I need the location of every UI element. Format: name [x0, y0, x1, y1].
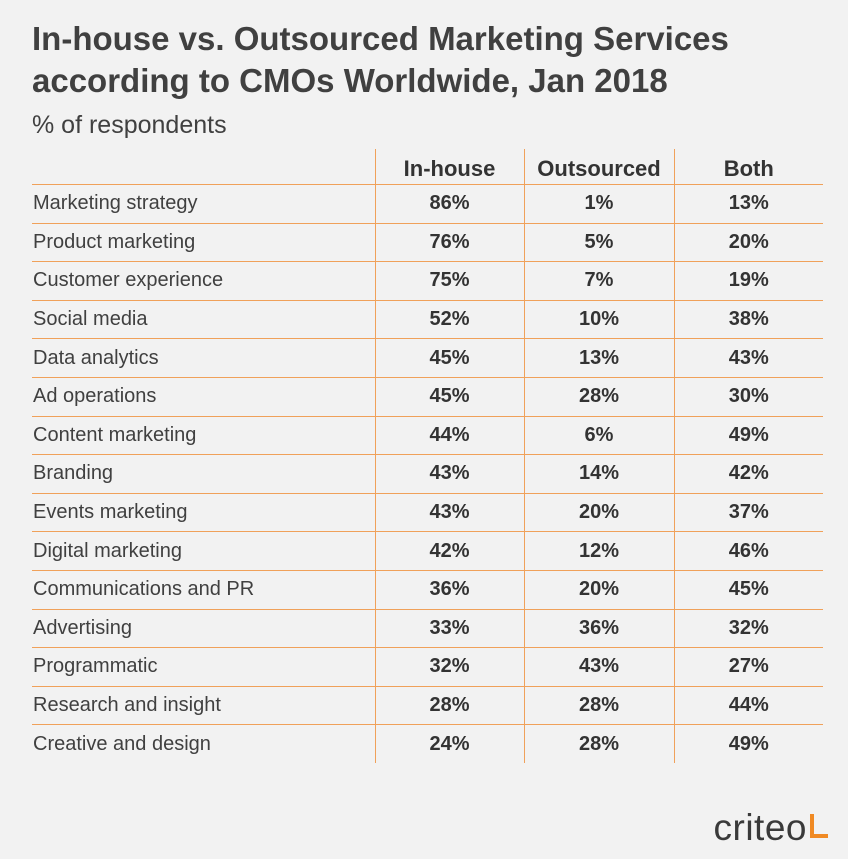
- value-cell: 86%: [374, 184, 524, 224]
- value-cell: 28%: [523, 686, 674, 726]
- value-cell: 52%: [374, 300, 524, 340]
- value-cell: 7%: [523, 261, 674, 301]
- value-cell: 45%: [374, 338, 524, 378]
- value-cell: 36%: [523, 609, 674, 649]
- value-cell: 42%: [673, 454, 823, 494]
- value-cell: 24%: [374, 724, 524, 763]
- value-cell: 76%: [374, 223, 524, 263]
- value-cell: 43%: [374, 493, 524, 533]
- table-row: Events marketing 43% 20% 37%: [32, 493, 823, 533]
- value-cell: 27%: [673, 647, 823, 687]
- value-cell: 20%: [523, 493, 674, 533]
- row-label: Research and insight: [32, 686, 375, 726]
- value-cell: 19%: [673, 261, 823, 301]
- value-cell: 12%: [523, 531, 674, 571]
- value-cell: 13%: [523, 338, 674, 378]
- row-label: Creative and design: [33, 732, 211, 755]
- value-cell: 30%: [673, 377, 823, 417]
- table-row: Advertising 33% 36% 32%: [32, 609, 823, 649]
- row-label: Communications and PR: [32, 570, 375, 610]
- table-row: Product marketing 76% 5% 20%: [32, 223, 823, 263]
- value-cell: 38%: [673, 300, 823, 340]
- value-cell: 49%: [673, 724, 823, 763]
- chart-title-line-2: according to CMOs Worldwide, Jan 2018: [32, 62, 668, 99]
- header-label-cell: [32, 149, 375, 185]
- value-cell: 43%: [673, 338, 823, 378]
- table-row: Digital marketing 42% 12% 46%: [32, 531, 823, 571]
- chart-subtitle: % of respondents: [32, 111, 227, 139]
- row-label: Digital marketing: [32, 531, 375, 571]
- row-label: Data analytics: [32, 338, 375, 378]
- logo-wordmark: criteo: [713, 807, 807, 848]
- value-cell: 5%: [523, 223, 674, 263]
- table-row: Ad operations 45% 28% 30%: [32, 377, 823, 417]
- table-row: Programmatic 32% 43% 27%: [32, 647, 823, 687]
- header-row: In-house Outsourced Both: [32, 149, 823, 185]
- value-cell: 6%: [523, 416, 674, 456]
- value-cell: 45%: [374, 377, 524, 417]
- table-row: Research and insight 28% 28% 44%: [32, 686, 823, 726]
- row-label: Programmatic: [32, 647, 375, 687]
- value-cell: 28%: [374, 686, 524, 726]
- data-table: In-house Outsourced Both Marketing strat…: [32, 149, 823, 763]
- value-cell: 45%: [673, 570, 823, 610]
- value-cell: 49%: [673, 416, 823, 456]
- row-label: Social media: [32, 300, 375, 340]
- table-row: Branding 43% 14% 42%: [32, 454, 823, 494]
- row-label: Marketing strategy: [32, 184, 375, 224]
- table-row: Customer experience 75% 7% 19%: [32, 261, 823, 301]
- column-header: Both: [673, 149, 823, 185]
- value-cell: 43%: [523, 647, 674, 687]
- table-row: Creative and design 24% 28% 49%: [32, 724, 823, 763]
- value-cell: 44%: [374, 416, 524, 456]
- table-row: Marketing strategy 86% 1% 13%: [32, 184, 823, 224]
- row-label: Events marketing: [32, 493, 375, 533]
- table-row: Social media 52% 10% 38%: [32, 300, 823, 340]
- table-body: Marketing strategy 86% 1% 13% Product market…: [32, 184, 823, 763]
- value-cell: 32%: [374, 647, 524, 687]
- value-cell: 28%: [523, 377, 674, 417]
- table-row: Data analytics 45% 13% 43%: [32, 338, 823, 378]
- logo-mark-icon: [810, 812, 828, 840]
- value-cell: 33%: [374, 609, 524, 649]
- value-cell: 44%: [673, 686, 823, 726]
- value-cell: 46%: [673, 531, 823, 571]
- chart-title-line-1: In-house vs. Outsourced Marketing Servic…: [32, 20, 729, 57]
- chart-title: In-house vs. Outsourced Marketing Servic…: [32, 18, 842, 102]
- value-cell: 42%: [374, 531, 524, 571]
- value-cell: 32%: [673, 609, 823, 649]
- row-label: Branding: [32, 454, 375, 494]
- value-cell: 37%: [673, 493, 823, 533]
- column-header: In-house: [374, 149, 524, 185]
- column-header: Outsourced: [523, 149, 674, 185]
- row-label: Product marketing: [32, 223, 375, 263]
- value-cell: 13%: [673, 184, 823, 224]
- value-cell: 10%: [523, 300, 674, 340]
- row-label: Customer experience: [32, 261, 375, 301]
- table-row: Content marketing 44% 6% 49%: [32, 416, 823, 456]
- row-label: Ad operations: [32, 377, 375, 417]
- row-label: Content marketing: [32, 416, 375, 456]
- table-row: Communications and PR 36% 20% 45%: [32, 570, 823, 610]
- value-cell: 36%: [374, 570, 524, 610]
- value-cell: 43%: [374, 454, 524, 494]
- criteo-logo: criteo: [714, 808, 828, 848]
- value-cell: 28%: [523, 724, 674, 763]
- row-label: Advertising: [32, 609, 375, 649]
- value-cell: 20%: [523, 570, 674, 610]
- value-cell: 14%: [523, 454, 674, 494]
- value-cell: 20%: [673, 223, 823, 263]
- value-cell: 75%: [374, 261, 524, 301]
- value-cell: 1%: [523, 184, 674, 224]
